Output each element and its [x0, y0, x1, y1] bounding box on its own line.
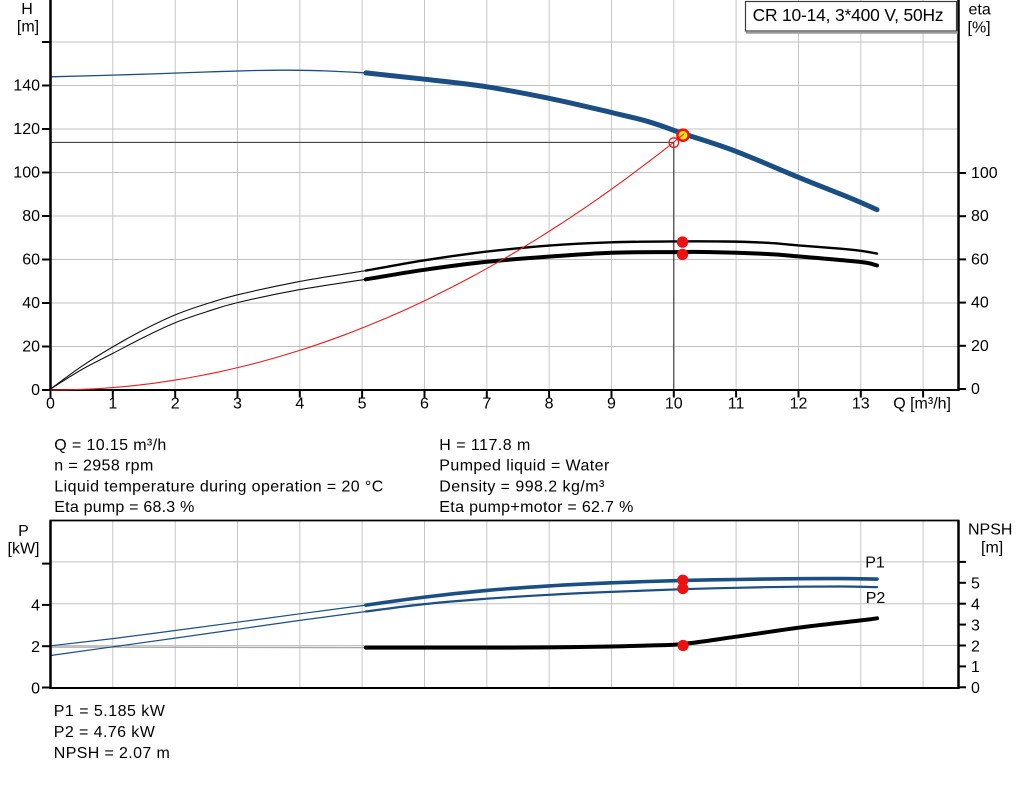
svg-text:11: 11: [728, 396, 745, 413]
svg-text:20: 20: [971, 338, 989, 355]
svg-text:[kW]: [kW]: [8, 541, 40, 558]
svg-text:0: 0: [31, 680, 40, 697]
svg-text:20: 20: [22, 339, 40, 356]
svg-text:13: 13: [852, 396, 870, 413]
svg-text:2: 2: [971, 638, 980, 655]
svg-text:P2: P2: [866, 590, 886, 607]
svg-text:40: 40: [22, 295, 40, 312]
svg-text:7: 7: [482, 396, 491, 413]
svg-text:P1: P1: [865, 555, 885, 572]
svg-text:4: 4: [971, 597, 980, 614]
svg-text:1: 1: [108, 396, 117, 413]
svg-text:0: 0: [46, 396, 55, 413]
svg-text:60: 60: [971, 251, 989, 268]
svg-text:2: 2: [31, 639, 40, 656]
svg-text:Q [m³/h]: Q [m³/h]: [893, 396, 951, 413]
svg-text:[m]: [m]: [981, 540, 1003, 557]
svg-text:3: 3: [233, 396, 242, 413]
svg-text:Eta pump = 68.3 %: Eta pump = 68.3 %: [54, 499, 194, 516]
svg-text:n = 2958 rpm: n = 2958 rpm: [54, 458, 153, 475]
svg-text:1: 1: [971, 659, 980, 676]
svg-text:5: 5: [971, 576, 980, 593]
svg-text:100: 100: [13, 165, 40, 182]
svg-text:80: 80: [22, 208, 40, 225]
svg-text:4: 4: [31, 598, 40, 615]
svg-text:NPSH = 2.07 m: NPSH = 2.07 m: [54, 745, 170, 762]
svg-text:[%]: [%]: [968, 20, 991, 37]
svg-text:[m]: [m]: [17, 19, 39, 36]
svg-text:Q = 10.15 m³/h: Q = 10.15 m³/h: [54, 437, 166, 454]
svg-text:Liquid temperature during oper: Liquid temperature during operation = 20…: [54, 478, 383, 495]
svg-text:Density = 998.2 kg/m³: Density = 998.2 kg/m³: [439, 478, 605, 495]
svg-text:CR 10-14, 3*400 V, 50Hz: CR 10-14, 3*400 V, 50Hz: [753, 5, 944, 25]
svg-text:8: 8: [545, 396, 554, 413]
svg-text:0: 0: [971, 381, 980, 398]
svg-text:40: 40: [971, 295, 989, 312]
svg-text:140: 140: [13, 78, 40, 95]
svg-text:2: 2: [171, 396, 180, 413]
svg-text:P1 = 5.185 kW: P1 = 5.185 kW: [54, 703, 166, 720]
svg-text:NPSH: NPSH: [968, 522, 1012, 539]
svg-text:0: 0: [31, 382, 40, 399]
svg-text:0: 0: [971, 680, 980, 697]
svg-text:12: 12: [790, 396, 808, 413]
svg-text:9: 9: [607, 396, 616, 413]
svg-text:100: 100: [971, 165, 998, 182]
svg-text:P: P: [18, 523, 29, 540]
svg-text:H = 117.8 m: H = 117.8 m: [439, 437, 530, 454]
svg-text:eta: eta: [969, 2, 991, 19]
svg-text:Eta pump+motor = 62.7 %: Eta pump+motor = 62.7 %: [439, 499, 633, 516]
svg-text:10: 10: [665, 396, 683, 413]
svg-text:60: 60: [22, 252, 40, 269]
svg-text:H: H: [21, 1, 33, 18]
svg-text:5: 5: [358, 396, 367, 413]
svg-text:P2 = 4.76 kW: P2 = 4.76 kW: [54, 724, 156, 741]
svg-text:4: 4: [295, 396, 304, 413]
svg-text:Pumped liquid = Water: Pumped liquid = Water: [439, 458, 610, 475]
svg-text:120: 120: [13, 121, 40, 138]
svg-text:3: 3: [971, 617, 980, 634]
svg-text:6: 6: [420, 396, 429, 413]
svg-text:80: 80: [971, 208, 989, 225]
